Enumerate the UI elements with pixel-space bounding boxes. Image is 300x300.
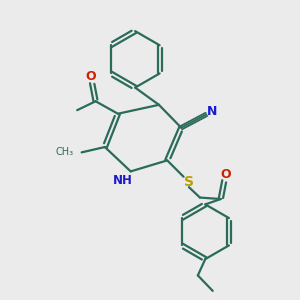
Text: N: N [207,105,217,118]
Text: S: S [184,175,194,189]
Text: O: O [220,168,231,181]
Text: O: O [85,70,96,83]
Text: CH₃: CH₃ [55,147,73,158]
Text: NH: NH [112,174,132,187]
